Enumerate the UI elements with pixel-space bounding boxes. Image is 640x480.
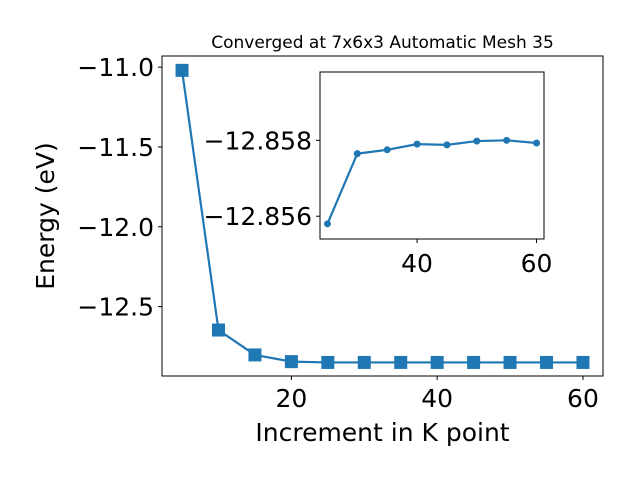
main-data-point	[248, 348, 262, 362]
inset-y-tick-label: −12.856	[204, 202, 312, 231]
main-data-point	[321, 355, 335, 369]
y-axis-label: Energy (eV)	[31, 142, 60, 289]
main-x-tick-label: 40	[421, 384, 453, 413]
inset-data-point	[473, 137, 481, 145]
inset-y-axis: −12.858 −12.856	[204, 126, 320, 231]
main-y-tick-label: −12.5	[77, 293, 154, 322]
inset-x-axis: 40 60	[401, 239, 552, 278]
inset-x-tick-label: 60	[521, 249, 553, 278]
main-y-tick-label: −11.0	[77, 53, 154, 82]
inset-x-tick-label: 40	[401, 249, 433, 278]
main-y-tick-label: −11.5	[77, 133, 154, 162]
inset-data-point	[383, 146, 391, 154]
main-data-point	[284, 355, 298, 369]
main-x-tick-label: 60	[567, 384, 599, 413]
main-chart: Converged at 7x6x3 Automatic Mesh 35 20 4…	[31, 33, 604, 447]
main-data-point	[175, 63, 189, 77]
inset-y-tick-label: −12.858	[204, 126, 312, 155]
main-data-point	[211, 323, 225, 337]
main-y-tick-label: −12.0	[77, 213, 154, 242]
inset-data-point	[323, 220, 331, 228]
inset-data-point	[443, 141, 451, 149]
main-data-point	[576, 355, 590, 369]
inset-chart: 40 60 −12.858 −12.856	[204, 71, 552, 278]
main-data-point	[503, 355, 517, 369]
inset-data-point	[413, 140, 421, 148]
main-y-axis: −11.0 −11.5 −12.0 −12.5	[77, 53, 162, 322]
inset-data-point	[503, 136, 511, 144]
main-x-axis: 20 40 60	[275, 376, 599, 413]
inset-plot-frame	[319, 71, 545, 240]
inset-series	[323, 136, 541, 228]
main-data-point	[540, 355, 554, 369]
main-x-tick-label: 20	[275, 384, 307, 413]
x-axis-label: Increment in K point	[255, 418, 509, 447]
main-series	[175, 63, 590, 369]
inset-data-point	[353, 150, 361, 158]
chart-title: Converged at 7x6x3 Automatic Mesh 35	[211, 33, 554, 53]
inset-data-point	[533, 139, 541, 147]
main-data-point	[357, 355, 371, 369]
inset-series-line	[326, 139, 537, 225]
main-plot-frame	[161, 55, 604, 377]
main-data-point	[467, 355, 481, 369]
main-data-point	[430, 355, 444, 369]
main-data-point	[394, 355, 408, 369]
